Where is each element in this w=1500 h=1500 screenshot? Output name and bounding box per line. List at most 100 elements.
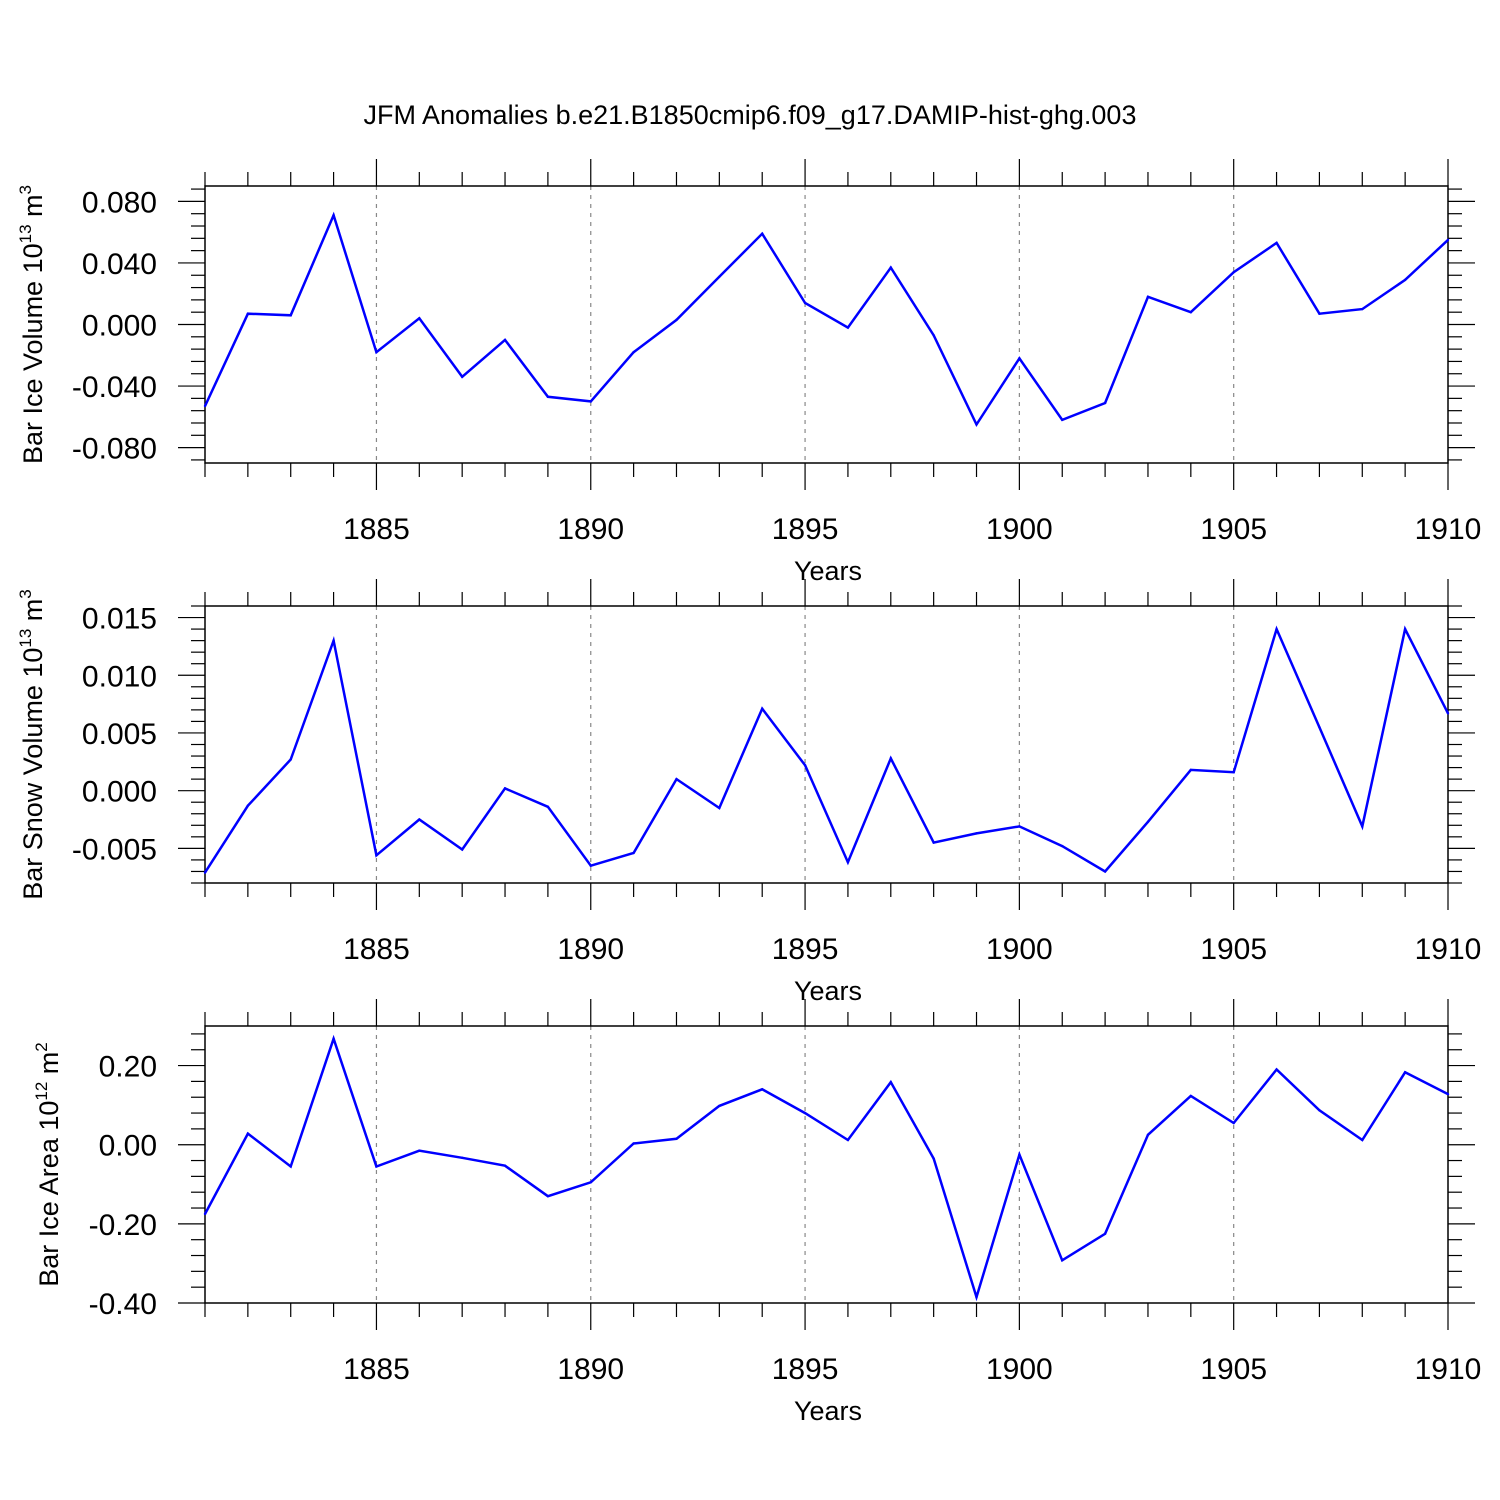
x-tick-label: 1905: [1200, 1353, 1267, 1386]
data-point: [761, 1088, 764, 1091]
x-tick-label: 1900: [986, 933, 1053, 966]
x-tick-label: 1905: [1200, 933, 1267, 966]
data-point: [1446, 712, 1450, 715]
y-tick-label: 0.000: [82, 776, 157, 809]
x-axis-label: Years: [794, 976, 862, 1006]
data-point: [1103, 401, 1107, 405]
plot-frame: [204, 1025, 1449, 1304]
data-point: [1061, 418, 1064, 422]
data-point: [632, 351, 635, 354]
y-tick-label: 0.20: [99, 1051, 157, 1084]
y-tick-label: 0.005: [82, 718, 157, 751]
data-point: [1275, 1068, 1278, 1071]
data-point: [546, 805, 550, 809]
data-point: [1103, 870, 1107, 873]
data-point: [889, 757, 892, 760]
data-point: [846, 861, 850, 864]
x-tick-label: 1885: [343, 1353, 410, 1386]
data-point: [889, 1080, 892, 1084]
data-point: [332, 639, 335, 642]
data-point: [246, 804, 250, 807]
data-point: [375, 351, 378, 354]
data-point: [546, 395, 550, 399]
data-point: [1403, 627, 1407, 631]
y-tick-label: -0.080: [72, 433, 157, 466]
data-point: [1318, 312, 1321, 315]
data-point: [846, 1138, 850, 1142]
data-point: [589, 864, 592, 867]
x-tick-label: 1895: [772, 933, 839, 966]
y-axis-label: Bar Ice Area 1012 m2: [32, 1042, 64, 1287]
data-point: [1318, 1109, 1321, 1112]
data-point: [675, 1137, 678, 1140]
x-tick-label: 1890: [557, 933, 624, 966]
y-tick-label: -0.040: [72, 371, 157, 404]
data-point: [975, 832, 978, 835]
data-point: [246, 312, 250, 315]
data-point: [418, 818, 421, 821]
data-point: [1146, 1133, 1150, 1137]
y-tick-label: -0.005: [72, 833, 157, 866]
data-point: [289, 1165, 292, 1168]
y-axis-label: Bar Snow Volume 1013 m3: [16, 589, 48, 900]
data-point: [632, 851, 635, 855]
data-point: [675, 318, 678, 322]
x-tick-label: 1900: [986, 1353, 1053, 1386]
data-point: [1446, 1092, 1450, 1096]
data-point: [375, 854, 378, 857]
data-point: [503, 1164, 507, 1167]
x-axis-label: Years: [794, 556, 862, 586]
data-point: [975, 423, 978, 426]
x-tick-label: 1910: [1415, 1353, 1482, 1386]
data-point: [375, 1165, 378, 1168]
data-point: [975, 1295, 978, 1299]
data-point: [889, 266, 892, 269]
data-point: [289, 314, 292, 317]
data-point: [589, 400, 592, 403]
panel-bar-ice-area: 0.20 0.00 -0.20 -0.40 1885 1890 1895 1900 1905 19…: [32, 999, 1481, 1426]
y-tick-label: -0.20: [89, 1209, 157, 1242]
data-point: [1403, 278, 1407, 282]
data-point: [1361, 825, 1364, 828]
data-point: [332, 214, 335, 217]
y-axis-label: Bar Ice Volume 1013 m3: [16, 185, 48, 464]
panel-bar-ice-volume: 0.080 0.040 0.000 -0.040 -0.080 1885 1890 1895 1…: [16, 159, 1481, 586]
x-tick-label: 1905: [1200, 513, 1267, 546]
y-tick-label: 0.00: [99, 1130, 157, 1163]
data-point: [932, 1157, 935, 1160]
data-point: [289, 758, 292, 761]
data-point: [203, 404, 207, 408]
data-point: [1318, 725, 1321, 729]
data-point: [803, 301, 807, 305]
x-tick-label: 1885: [343, 513, 410, 546]
data-point: [1275, 627, 1278, 631]
panel-bar-snow-volume: 0.015 0.010 0.005 0.000 -0.005 1885 1890 1895 19…: [16, 579, 1481, 1006]
data-point: [761, 707, 764, 710]
data-point: [1146, 820, 1150, 824]
data-point: [1403, 1071, 1407, 1074]
data-point: [718, 1104, 721, 1108]
data-point: [632, 1142, 635, 1145]
data-point: [1232, 1121, 1235, 1125]
x-tick-label: 1895: [772, 513, 839, 546]
data-point: [1189, 1094, 1193, 1098]
data-point: [1018, 1153, 1021, 1156]
data-point: [1146, 295, 1150, 298]
data-point: [761, 232, 764, 235]
data-point: [932, 841, 935, 844]
data-point: [460, 848, 464, 851]
data-point: [1189, 768, 1193, 772]
data-point: [203, 871, 207, 874]
y-tick-label: 0.040: [82, 248, 157, 281]
data-point: [503, 787, 507, 790]
data-point: [1018, 825, 1021, 828]
data-point: [1232, 771, 1235, 774]
y-tick-label: 0.080: [82, 186, 157, 219]
data-point: [460, 375, 464, 379]
x-tick-label: 1895: [772, 1353, 839, 1386]
data-point: [718, 275, 721, 278]
x-tick-label: 1900: [986, 513, 1053, 546]
series-line: [203, 1034, 1449, 1302]
data-point: [1018, 357, 1021, 360]
